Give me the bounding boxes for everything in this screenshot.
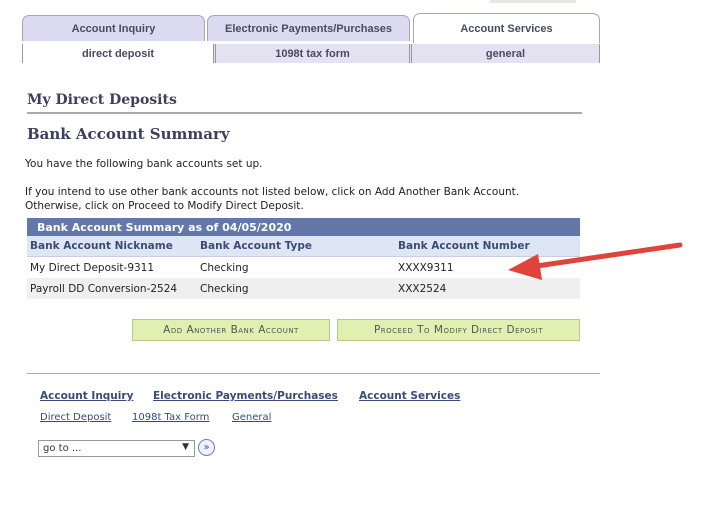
go-button-icon[interactable]: » bbox=[198, 439, 215, 456]
intro-text: You have the following bank accounts set… bbox=[25, 158, 263, 170]
table-row: Payroll DD Conversion-2524 Checking XXX2… bbox=[27, 278, 580, 299]
footer-link-direct-deposit[interactable]: Direct Deposit bbox=[40, 412, 112, 423]
goto-select[interactable]: go to ... ▼ bbox=[38, 440, 195, 457]
tab-account-services[interactable]: Account Services bbox=[413, 13, 600, 43]
page-title: My Direct Deposits bbox=[27, 92, 177, 108]
title-divider bbox=[27, 112, 582, 114]
top-bar-box bbox=[490, 0, 576, 3]
subtab-direct-deposit[interactable]: direct deposit bbox=[22, 44, 213, 63]
column-header: Bank Account Number bbox=[395, 236, 580, 257]
subtab-general[interactable]: general bbox=[409, 44, 600, 63]
account-nickname: Payroll DD Conversion-2524 bbox=[27, 278, 197, 299]
proceed-to-modify-direct-deposit-button[interactable]: Proceed To Modify Direct Deposit bbox=[337, 319, 580, 341]
subtab-1098t-tax-form[interactable]: 1098t tax form bbox=[213, 44, 409, 63]
column-header: Bank Account Nickname bbox=[27, 236, 197, 257]
red-arrow-annotation-icon bbox=[508, 242, 683, 280]
tab-electronic-payments[interactable]: Electronic Payments/Purchases bbox=[207, 15, 410, 41]
footer-link-1098t-tax-form[interactable]: 1098t Tax Form bbox=[132, 412, 210, 423]
tab-account-inquiry[interactable]: Account Inquiry bbox=[22, 15, 205, 41]
add-another-bank-account-button[interactable]: Add Another Bank Account bbox=[132, 319, 330, 341]
table-row: My Direct Deposit-9311 Checking XXXX9311 bbox=[27, 256, 580, 278]
column-header: Bank Account Type bbox=[197, 236, 395, 257]
footer-divider bbox=[27, 373, 600, 374]
account-nickname: My Direct Deposit-9311 bbox=[27, 256, 197, 278]
footer-link-account-services[interactable]: Account Services bbox=[359, 390, 461, 402]
instructions-line-2: Otherwise, click on Proceed to Modify Di… bbox=[25, 200, 304, 212]
footer-link-electronic-payments[interactable]: Electronic Payments/Purchases bbox=[153, 390, 338, 402]
dropdown-arrow-icon: ▼ bbox=[182, 442, 189, 452]
account-type: Checking bbox=[197, 256, 395, 278]
account-type: Checking bbox=[197, 278, 395, 299]
bank-account-table: Bank Account Summary as of 04/05/2020 Ba… bbox=[27, 218, 580, 299]
footer-link-general[interactable]: General bbox=[232, 412, 272, 423]
section-title: Bank Account Summary bbox=[27, 125, 230, 143]
account-number: XXX2524 bbox=[395, 278, 580, 299]
instructions-line-1: If you intend to use other bank accounts… bbox=[25, 186, 520, 198]
table-caption: Bank Account Summary as of 04/05/2020 bbox=[27, 218, 580, 236]
footer-link-account-inquiry[interactable]: Account Inquiry bbox=[40, 390, 134, 402]
goto-select-value: go to ... bbox=[43, 443, 82, 454]
